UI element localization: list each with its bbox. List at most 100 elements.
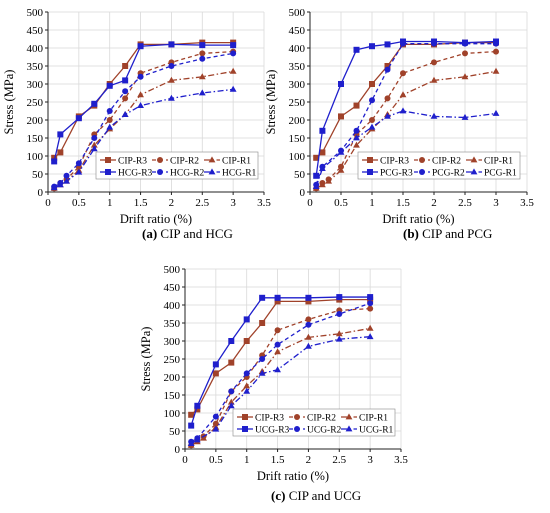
data-point <box>168 41 175 48</box>
legend-marker <box>470 168 478 175</box>
x-axis-label: Drift ratio (%) <box>382 212 454 226</box>
panel-caption: (b) CIP and PCG <box>403 226 492 241</box>
legend-marker <box>419 169 425 175</box>
data-point <box>274 327 281 334</box>
data-point <box>336 294 343 301</box>
data-point <box>168 76 175 83</box>
data-point <box>122 77 129 84</box>
data-point <box>384 41 391 48</box>
series-line <box>315 40 497 176</box>
y-tick-label: 400 <box>27 43 44 55</box>
data-point <box>305 333 312 340</box>
data-point <box>63 177 70 184</box>
legend-label: PCG-R1 <box>484 169 517 179</box>
legend-label: CIP-R2 <box>307 414 336 424</box>
data-point <box>106 108 113 114</box>
panel-caption: (a) CIP and HCG <box>142 226 233 241</box>
data-point <box>91 135 98 141</box>
data-point <box>137 91 144 98</box>
data-point <box>367 305 374 312</box>
legend-marker <box>367 157 373 163</box>
data-point <box>90 145 98 152</box>
data-point <box>57 149 64 156</box>
legend-label: CIP-R3 <box>380 157 409 167</box>
data-point <box>319 149 326 156</box>
data-point <box>313 154 320 161</box>
data-point <box>353 141 360 148</box>
data-point <box>353 102 360 109</box>
data-point <box>305 294 312 301</box>
data-point <box>243 338 250 344</box>
data-point <box>274 366 281 373</box>
data-point <box>168 94 175 101</box>
data-point <box>187 440 195 446</box>
data-point <box>243 387 251 394</box>
legend-label: CIP-R2 <box>432 157 461 167</box>
y-tick-label: 50 <box>294 169 306 181</box>
data-point <box>384 112 391 119</box>
x-tick-label: 3 <box>230 197 236 209</box>
y-tick-label: 50 <box>32 169 44 181</box>
legend-label: CIP-R1 <box>359 414 388 424</box>
data-point <box>106 117 113 123</box>
data-point <box>353 127 360 134</box>
x-tick-label: 1.5 <box>271 454 285 466</box>
y-tick-label: 100 <box>289 151 306 163</box>
data-point <box>199 42 206 49</box>
y-tick-label: 350 <box>289 61 306 73</box>
data-point <box>353 134 360 141</box>
series-line <box>53 43 234 162</box>
legend-box <box>95 151 259 180</box>
data-point <box>106 123 114 130</box>
y-axis-label: Stress (MPa) <box>264 70 278 135</box>
x-tick-label: 3 <box>367 454 373 466</box>
y-tick-label: 100 <box>164 408 181 420</box>
data-point <box>63 172 70 179</box>
data-point <box>369 81 375 87</box>
data-point <box>325 177 332 184</box>
y-tick-label: 450 <box>27 25 44 37</box>
legend: CIP-R3 CIP-R2 CIP-R1 HCG-R3 HCG-R2 HCG-R1 <box>95 151 259 180</box>
legend-label: UCG-R3 <box>255 426 290 436</box>
x-tick-label: 0.5 <box>72 197 86 209</box>
data-point <box>366 333 374 340</box>
x-axis-label: Drift ratio (%) <box>257 469 329 483</box>
data-point <box>305 342 312 349</box>
data-point <box>212 413 219 420</box>
legend-marker <box>345 425 353 432</box>
legend-label: UCG-R2 <box>307 426 342 436</box>
legend-label: PCG-R3 <box>380 169 413 179</box>
data-point <box>399 91 407 98</box>
data-point <box>259 294 266 301</box>
series-line <box>190 296 371 426</box>
x-tick-label: 2 <box>169 197 175 209</box>
series-hcg-r3 <box>51 41 237 165</box>
legend-label: HCG-R2 <box>170 169 205 179</box>
data-point <box>56 181 64 188</box>
data-point <box>229 85 237 92</box>
chart-panel-1: 0 0.5 1 1.5 2 2.5 3 3.5 0 50 100 150 200 250 300 350 400… <box>2 7 271 241</box>
x-tick-label: 1 <box>369 197 375 209</box>
data-point <box>51 154 58 161</box>
data-point <box>305 298 312 305</box>
data-point <box>336 311 343 317</box>
legend-label: CIP-R1 <box>222 157 251 167</box>
legend-label: UCG-R1 <box>359 426 394 436</box>
data-point <box>137 102 144 108</box>
data-point <box>366 324 374 331</box>
data-point <box>400 40 406 47</box>
legend-marker <box>367 169 373 175</box>
series-line <box>190 302 371 443</box>
series-ucg-r3 <box>188 294 374 429</box>
legend-marker <box>208 168 216 175</box>
data-point <box>212 370 219 377</box>
y-tick-label: 400 <box>164 300 181 312</box>
data-point <box>57 131 64 138</box>
y-tick-label: 150 <box>27 133 44 145</box>
y-tick-label: 300 <box>289 79 306 91</box>
series-line <box>53 41 234 159</box>
data-point <box>462 40 468 47</box>
legend-marker <box>242 414 248 420</box>
legend-label: CIP-R2 <box>170 157 199 167</box>
